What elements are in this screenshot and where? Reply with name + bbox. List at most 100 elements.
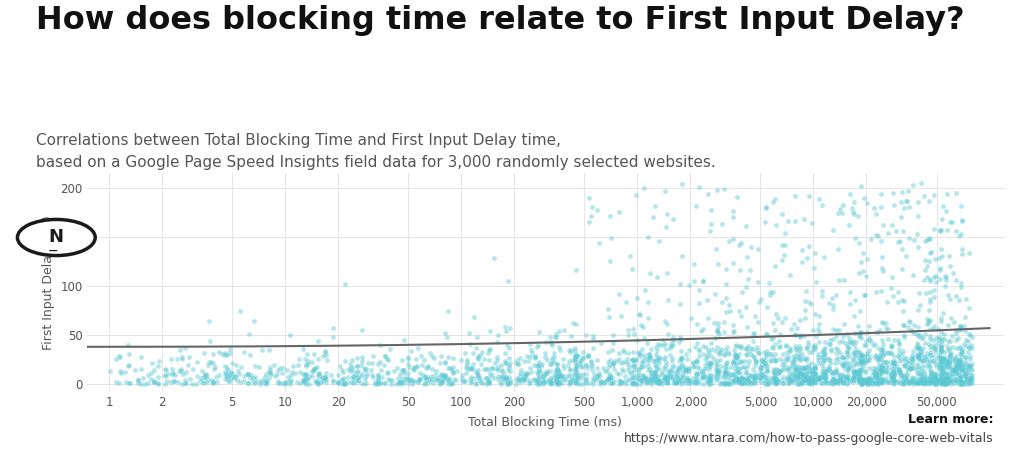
Point: [767, 380, 783, 388]
Point: [681, 281, 697, 289]
Point: [498, 373, 514, 381]
Point: [909, 340, 926, 347]
Point: [602, 373, 618, 380]
Point: [833, 376, 849, 384]
Point: [895, 380, 911, 387]
Point: [762, 336, 778, 343]
Point: [354, 326, 371, 333]
Point: [481, 327, 498, 335]
Point: [934, 341, 950, 348]
Point: [950, 334, 967, 342]
Point: [568, 361, 585, 369]
Point: [666, 336, 682, 343]
Point: [635, 358, 651, 366]
Point: [767, 377, 783, 384]
Point: [738, 351, 755, 359]
Point: [295, 378, 311, 386]
Point: [656, 375, 673, 382]
Point: [282, 331, 298, 338]
Point: [952, 325, 969, 332]
Point: [872, 326, 889, 334]
Point: [845, 376, 861, 384]
Point: [886, 293, 902, 300]
Point: [952, 365, 969, 373]
Point: [755, 355, 771, 363]
Point: [660, 368, 677, 376]
Point: [726, 346, 742, 354]
Point: [602, 356, 618, 364]
Point: [938, 379, 954, 387]
Point: [845, 367, 861, 375]
Point: [943, 364, 959, 371]
Point: [691, 183, 708, 191]
Point: [519, 357, 536, 364]
Point: [548, 333, 564, 341]
Point: [854, 376, 870, 384]
Point: [695, 342, 712, 350]
Point: [510, 360, 526, 368]
Point: [708, 372, 724, 380]
Point: [432, 376, 449, 384]
Point: [814, 369, 830, 377]
Point: [708, 347, 724, 355]
Point: [561, 371, 578, 379]
Point: [369, 380, 385, 388]
Point: [859, 377, 876, 385]
Point: [650, 380, 667, 387]
Point: [895, 348, 911, 355]
Point: [574, 374, 591, 382]
Point: [746, 374, 763, 382]
Point: [801, 374, 817, 381]
Point: [868, 379, 885, 386]
Point: [740, 357, 757, 365]
Point: [150, 380, 166, 388]
Point: [939, 375, 955, 382]
Point: [325, 376, 341, 383]
Point: [962, 375, 978, 382]
Point: [316, 348, 333, 355]
Point: [738, 370, 755, 377]
Point: [876, 347, 892, 354]
Point: [905, 378, 922, 386]
Point: [568, 379, 585, 387]
Point: [693, 327, 710, 334]
Point: [208, 373, 224, 381]
Point: [732, 239, 749, 247]
Point: [291, 355, 307, 363]
Point: [673, 347, 689, 355]
Point: [718, 280, 734, 288]
Point: [756, 369, 772, 377]
Point: [459, 358, 475, 365]
Point: [936, 330, 952, 337]
Point: [678, 379, 694, 386]
Point: [646, 368, 663, 376]
Point: [583, 362, 599, 370]
Point: [663, 342, 679, 350]
Point: [227, 372, 244, 380]
Point: [948, 362, 965, 370]
Point: [826, 379, 843, 386]
Point: [932, 352, 948, 360]
Point: [811, 360, 827, 367]
Point: [435, 373, 452, 380]
Point: [681, 346, 697, 354]
Point: [497, 357, 513, 364]
Point: [370, 378, 386, 385]
Point: [721, 373, 737, 380]
Point: [469, 333, 485, 341]
Point: [612, 313, 629, 320]
Point: [805, 345, 821, 353]
Point: [702, 360, 719, 367]
Point: [941, 378, 957, 386]
Point: [853, 359, 869, 366]
Point: [745, 329, 762, 336]
Point: [871, 371, 888, 379]
Point: [552, 346, 568, 354]
Point: [775, 361, 792, 368]
Point: [942, 337, 958, 344]
Point: [922, 276, 938, 283]
Point: [845, 349, 861, 357]
Point: [624, 368, 640, 376]
Point: [620, 377, 636, 384]
Point: [731, 350, 748, 358]
